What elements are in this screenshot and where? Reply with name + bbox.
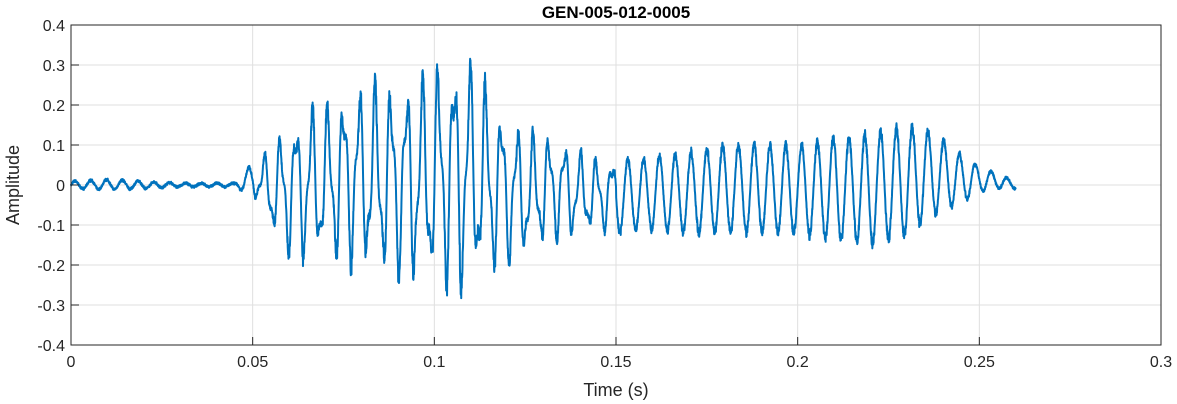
y-tick-label: 0.4 bbox=[43, 18, 65, 35]
x-tick-label: 0.25 bbox=[964, 354, 995, 371]
y-axis-label: Amplitude bbox=[3, 145, 23, 225]
y-tick-label: -0.3 bbox=[37, 298, 65, 315]
x-tick-label: 0.1 bbox=[423, 354, 445, 371]
y-tick-label: 0.1 bbox=[43, 138, 65, 155]
x-tick-label: 0.15 bbox=[600, 354, 631, 371]
y-tick-label: 0.2 bbox=[43, 98, 65, 115]
x-tick-label: 0 bbox=[67, 354, 76, 371]
x-tick-label: 0.2 bbox=[787, 354, 809, 371]
x-axis-label: Time (s) bbox=[583, 380, 648, 400]
x-tick-label: 0.3 bbox=[1150, 354, 1172, 371]
x-tick-label: 0.05 bbox=[237, 354, 268, 371]
waveform-line bbox=[70, 57, 1017, 300]
y-tick-label: -0.1 bbox=[37, 218, 65, 235]
y-tick-label: 0.3 bbox=[43, 58, 65, 75]
chart-title: GEN-005-012-0005 bbox=[542, 3, 690, 22]
y-tick-label: -0.4 bbox=[37, 338, 65, 355]
y-tick-label: 0 bbox=[56, 178, 65, 195]
x-axis-ticks: 0 0.05 0.1 0.15 0.2 0.25 0.3 bbox=[67, 337, 1172, 371]
y-axis-ticks: -0.4 -0.3 -0.2 -0.1 0 0.1 0.2 0.3 0.4 bbox=[37, 18, 79, 355]
y-tick-label: -0.2 bbox=[37, 258, 65, 275]
